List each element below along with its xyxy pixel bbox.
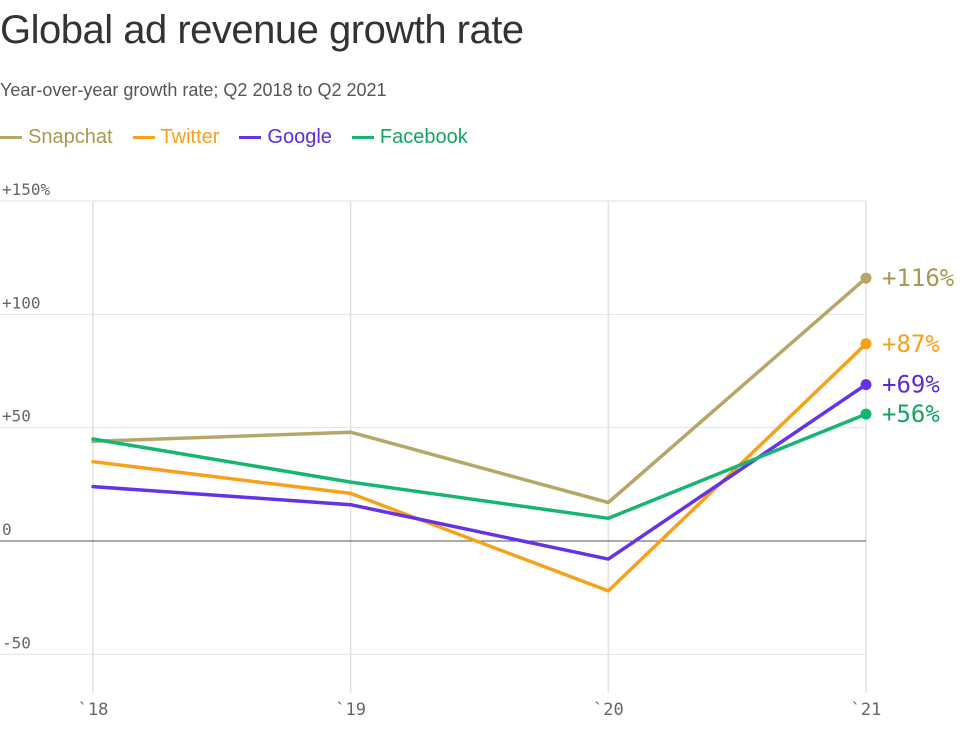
end-label-twitter: +87% [882, 330, 940, 358]
y-axis-ticks: -50 0 +50 +100 +150% [2, 180, 51, 652]
series-line-snapchat [91, 276, 868, 505]
y-tick-label: +150% [2, 180, 51, 199]
end-label-snapchat: +116% [882, 264, 955, 292]
series-lines [91, 276, 868, 593]
x-tick-label: `18 [78, 700, 109, 720]
end-markers [860, 272, 872, 420]
legend-label: Google [267, 125, 332, 148]
y-tick-label: -50 [2, 633, 31, 652]
end-labels: +116% +87% +69%+56% [882, 264, 955, 428]
legend-label: Facebook [379, 125, 468, 148]
series-line-google [91, 382, 868, 561]
x-tick-label: `20 [593, 700, 624, 720]
legend-item-snapchat: Snapchat [0, 126, 113, 149]
legend-swatch [132, 135, 155, 139]
legend-label: Snapchat [28, 125, 113, 148]
legend-label: Twitter [160, 125, 220, 148]
end-label-google: +69% [882, 371, 940, 399]
y-tick-label: 0 [2, 520, 12, 539]
legend-swatch [351, 135, 374, 139]
x-tick-label: `21 [851, 700, 882, 720]
legend-swatch [239, 135, 262, 139]
x-tick-label: `19 [335, 700, 366, 720]
legend: Snapchat Twitter Google Facebook [0, 124, 488, 150]
legend-item-facebook: Facebook [351, 125, 468, 149]
series-line-facebook [91, 412, 868, 521]
legend-item-twitter: Twitter [132, 125, 220, 149]
end-marker-snapchat [860, 272, 872, 284]
y-tick-label: +50 [2, 407, 31, 426]
legend-swatch [0, 135, 22, 139]
grid [0, 200, 867, 693]
chart-subtitle: Year-over-year growth rate; Q2 2018 to Q… [0, 80, 387, 100]
y-tick-label: +100 [2, 293, 41, 312]
end-marker-twitter [860, 338, 872, 350]
legend-item-google: Google [239, 126, 332, 149]
chart-title: Global ad revenue growth rate [0, 8, 524, 52]
end-marker-facebook [860, 408, 872, 420]
end-marker-google [860, 379, 872, 391]
end-label-facebook: +56% [882, 400, 940, 428]
x-axis-ticks: `18 `19 `20 `21 [78, 700, 882, 720]
